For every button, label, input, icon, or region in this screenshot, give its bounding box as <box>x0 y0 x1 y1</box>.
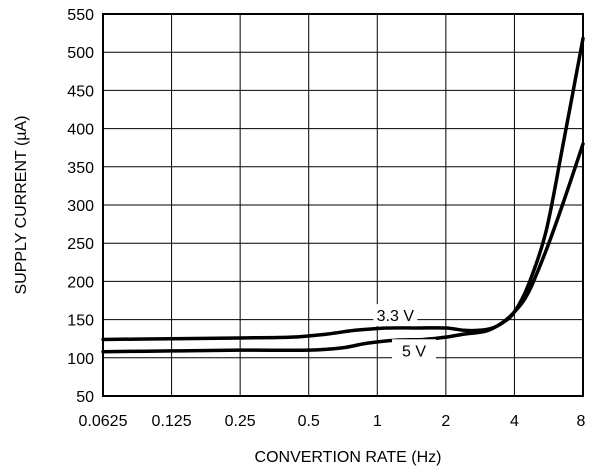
x-tick-label: 0.5 <box>298 413 320 430</box>
series-layer <box>101 36 585 354</box>
y-tick-label: 450 <box>67 83 94 100</box>
annotations: 3.3 V 5 V <box>373 304 437 362</box>
annotation-bg-3-3-v <box>373 304 418 327</box>
y-axis-label: SUPPLY CURRENT (µA) <box>13 115 30 294</box>
x-tick-label: 1 <box>373 413 382 430</box>
annotation-5-v: 5 V <box>402 343 426 360</box>
grid-lines <box>103 14 583 396</box>
y-tick-label: 50 <box>76 389 94 406</box>
x-tick-labels: 0.0625 0.125 0.25 0.5 1 2 4 8 <box>79 413 586 430</box>
y-tick-label: 300 <box>67 198 94 215</box>
series-line-5-v <box>101 142 585 354</box>
y-tick-label: 550 <box>67 7 94 24</box>
x-tick-label: 0.0625 <box>79 413 128 430</box>
y-tick-labels: 50 100 150 200 250 300 350 400 450 500 550 <box>67 7 94 406</box>
y-tick-label: 500 <box>67 45 94 62</box>
x-tick-label: 4 <box>510 413 519 430</box>
y-tick-label: 350 <box>67 160 94 177</box>
y-tick-label: 100 <box>67 351 94 368</box>
x-tick-label: 8 <box>577 413 586 430</box>
y-tick-label: 150 <box>67 313 94 330</box>
x-tick-label: 2 <box>441 413 450 430</box>
y-tick-label: 400 <box>67 122 94 139</box>
series-line-3-3-v <box>101 36 585 342</box>
y-tick-label: 250 <box>67 236 94 253</box>
plot-frame <box>102 13 584 397</box>
x-tick-label: 0.125 <box>152 413 192 430</box>
y-tick-label: 200 <box>67 274 94 291</box>
annotation-bg-5-v <box>392 339 437 362</box>
annotation-3-3-v: 3.3 V <box>377 308 415 325</box>
x-axis-label: CONVERTION RATE (Hz) <box>255 449 442 466</box>
x-tick-label: 0.25 <box>225 413 256 430</box>
